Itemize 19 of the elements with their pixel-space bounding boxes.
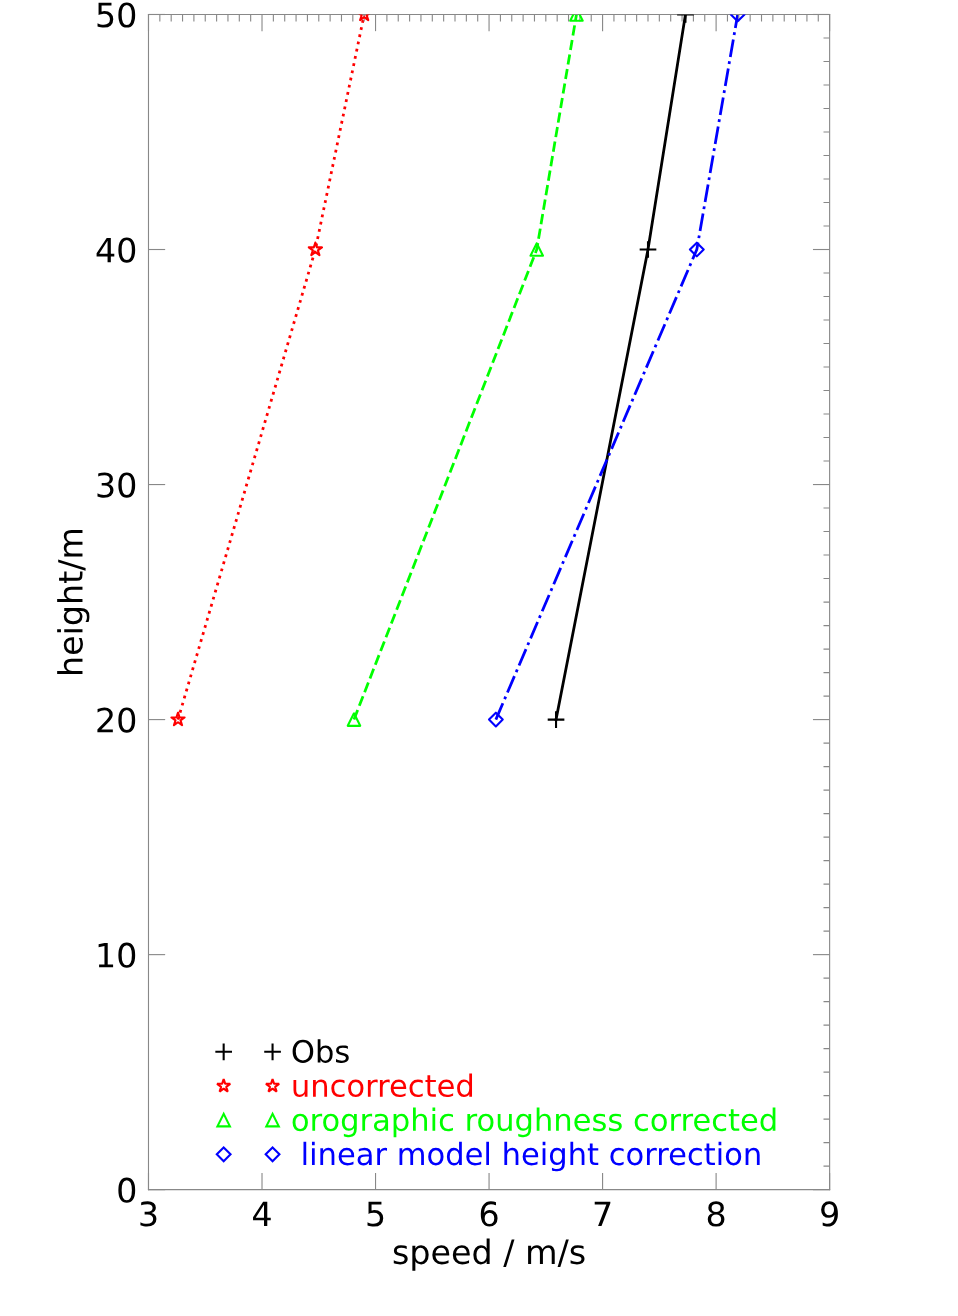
x-tick-label: 7 bbox=[594, 1201, 611, 1227]
x-tick-label: 3 bbox=[140, 1201, 157, 1227]
x-tick-label: 8 bbox=[707, 1201, 725, 1227]
x-axis-title: speed / m/s bbox=[393, 1238, 585, 1271]
legend-label: uncorrected bbox=[293, 1073, 473, 1098]
y-tick-label: 50 bbox=[97, 2, 136, 28]
x-tick-label: 9 bbox=[821, 1201, 838, 1227]
y-axis-title: height/m bbox=[57, 529, 90, 675]
y-tick-label: 10 bbox=[98, 942, 136, 968]
y-tick-label: 20 bbox=[97, 707, 136, 733]
x-tick-label: 4 bbox=[253, 1201, 271, 1227]
legend-label: linear model height correction bbox=[303, 1141, 760, 1172]
y-tick-label: 30 bbox=[97, 472, 136, 498]
legend-label: Obs bbox=[292, 1039, 349, 1063]
legend-label: orographic roughness corrected bbox=[292, 1107, 776, 1138]
x-tick-label: 6 bbox=[480, 1201, 498, 1227]
x-tick-label: 5 bbox=[367, 1201, 384, 1227]
y-tick-label: 0 bbox=[118, 1177, 136, 1203]
y-tick-label: 40 bbox=[96, 237, 136, 263]
